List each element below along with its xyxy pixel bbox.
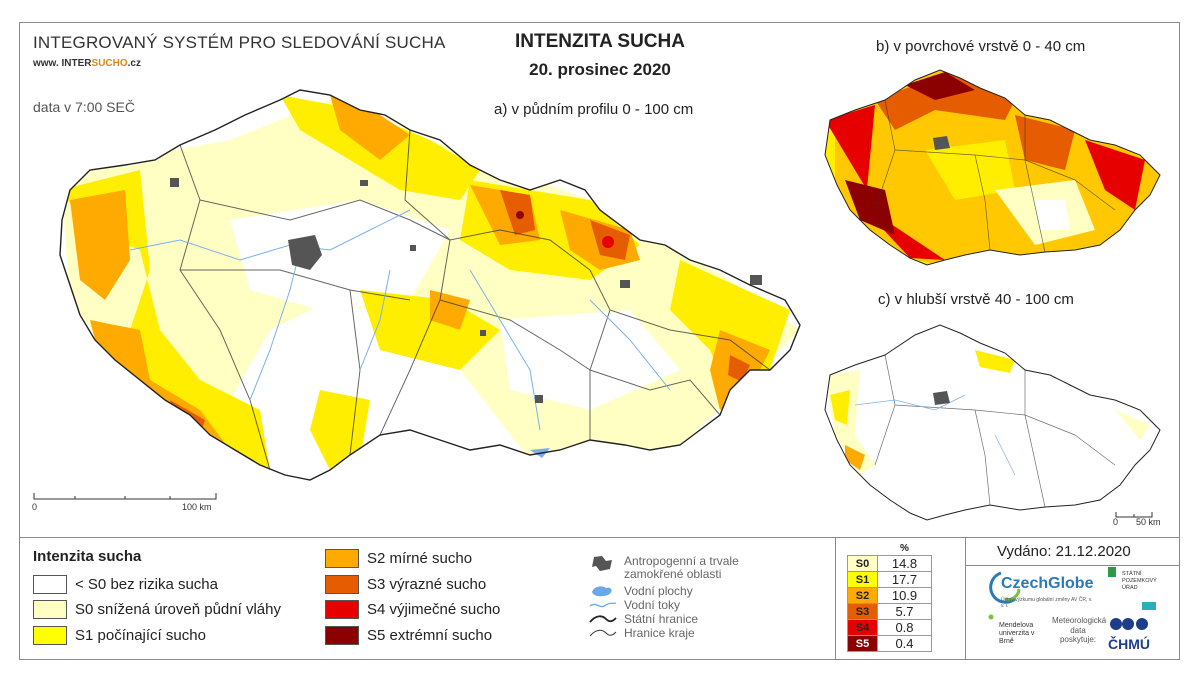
legend-symbol-label: Antropogenní a trvale zamokřené oblasti — [624, 554, 739, 581]
system-title: INTEGROVANÝ SYSTÉM PRO SLEDOVÁNÍ SUCHA — [33, 33, 446, 52]
divider — [835, 537, 836, 660]
legend-label: S1 počínající sucho — [75, 627, 206, 644]
map-b-surface-layer — [824, 69, 1161, 266]
legend-item-s0: S0 snížená úroveň půdní vláhy — [33, 600, 281, 619]
mendelu-text: Mendelova univerzita v Brně — [999, 622, 1035, 645]
legend-symbol-label: Hranice kraje — [624, 626, 695, 640]
url-highlight: SUCHO — [91, 58, 128, 69]
divider — [965, 537, 966, 660]
table-row: S3 5.7 — [847, 603, 932, 620]
table-class: S3 — [847, 603, 878, 620]
legend-panel — [19, 537, 1180, 660]
chmu-mark-icon — [1110, 618, 1148, 630]
table-class: S0 — [847, 555, 878, 572]
czechglobe-subtext: Ústav výzkumu globální změny AV ČR, v. v… — [1001, 597, 1093, 609]
page-date: 20. prosinec 2020 — [529, 60, 671, 79]
legend-item-s2: S2 mírné sucho — [325, 549, 472, 568]
website-link[interactable]: www. INTERSUCHO.cz — [33, 58, 141, 69]
river-icon — [589, 602, 617, 608]
legend-item-s5: S5 extrémní sucho — [325, 626, 492, 645]
czechglobe-text: CzechGlobe — [1001, 575, 1094, 592]
legend-symbol-label: Vodní plochy — [624, 584, 693, 598]
legend-swatch — [33, 626, 67, 645]
legend-swatch — [325, 575, 359, 594]
url-suffix: .cz — [127, 58, 141, 69]
table-row: S4 0.8 — [847, 619, 932, 636]
table-value: 0.8 — [877, 619, 932, 636]
table-value: 10.9 — [877, 587, 932, 604]
legend-swatch — [325, 626, 359, 645]
legend-title: Intenzita sucha — [33, 548, 142, 565]
legend-swatch — [33, 600, 67, 619]
legend-item-none: < S0 bez rizika sucha — [33, 575, 218, 594]
map-a-label: a) v půdním profilu 0 - 100 cm — [494, 101, 694, 118]
map-c-deeper-layer — [824, 324, 1161, 521]
water-body-icon — [592, 586, 612, 597]
legend-symbol-state-border: Státní hranice — [588, 612, 698, 626]
legend-item-s3: S3 výrazné sucho — [325, 575, 486, 594]
spu-mark-icon — [1108, 567, 1116, 577]
legend-label: S0 snížená úroveň půdní vláhy — [75, 601, 281, 618]
legend-label: S4 výjimečné sucho — [367, 601, 501, 618]
legend-item-s4: S4 výjimečné sucho — [325, 600, 500, 619]
divider — [965, 565, 1180, 566]
spu-teal-mark-icon — [1142, 602, 1156, 610]
legend-item-s1: S1 počínající sucho — [33, 626, 206, 645]
table-class: S5 — [847, 635, 878, 652]
legend-swatch — [325, 600, 359, 619]
map-a-soil-profile — [59, 89, 801, 481]
legend-label: S2 mírné sucho — [367, 550, 473, 567]
table-value: 14.8 — [877, 555, 932, 572]
scale-bar-small: 0 50 km — [1112, 507, 1170, 529]
region-border-icon — [589, 629, 617, 637]
spu-text: STÁTNÍ POZEMKOVÝ ÚŘAD — [1122, 571, 1157, 591]
legend-symbol-water: Vodní plochy — [588, 584, 693, 598]
legend-symbol-river: Vodní toky — [588, 598, 680, 612]
scale-small-end: 50 km — [1136, 517, 1161, 527]
map-b-label: b) v povrchové vrstvě 0 - 40 cm — [876, 38, 1086, 55]
chmu-logo: ČHMÚ — [1106, 614, 1166, 654]
urban-area-icon — [592, 556, 612, 571]
legend-label: S5 extrémní sucho — [367, 627, 493, 644]
legend-symbol-region-border: Hranice kraje — [588, 626, 695, 640]
table-class: S4 — [847, 619, 878, 636]
page-title: INTENZITA SUCHA — [515, 31, 685, 52]
table-unit-header: % — [900, 542, 909, 554]
map-c-label: c) v hlubší vrstvě 40 - 100 cm — [878, 291, 1074, 308]
table-row: S2 10.9 — [847, 587, 932, 604]
legend-swatch — [325, 549, 359, 568]
legend-label: S3 výrazné sucho — [367, 576, 487, 593]
drought-share-table: % S0 14.8 S1 17.7 S2 10.9 S3 5.7 S4 0.8 S5 0.4 — [847, 541, 932, 652]
table-value: 17.7 — [877, 571, 932, 588]
issued-date: Vydáno: 21.12.2020 — [997, 543, 1131, 560]
spu-logo: STÁTNÍ POZEMKOVÝ ÚŘAD — [1108, 567, 1168, 612]
table-value: 0.4 — [877, 635, 932, 652]
globe-arc-icon — [989, 571, 1021, 604]
scale-bar-main: 0 100 km — [30, 490, 220, 515]
table-row: S5 0.4 — [847, 635, 932, 652]
legend-symbol-label: Státní hranice — [624, 612, 699, 626]
czechglobe-logo: CzechGlobe Ústav výzkumu globální změny … — [985, 569, 1095, 609]
legend-label: < S0 bez rizika sucha — [75, 576, 218, 593]
state-border-icon — [589, 615, 617, 623]
legend-symbol-urban: Antropogenní a trvale zamokřené oblasti — [588, 555, 798, 581]
table-class: S1 — [847, 571, 878, 588]
map-frame — [19, 22, 1180, 660]
scale-main-end: 100 km — [182, 502, 212, 512]
table-value: 5.7 — [877, 603, 932, 620]
table-class: S2 — [847, 587, 878, 604]
data-time: data v 7:00 SEČ — [33, 99, 135, 115]
url-prefix: www. INTER — [33, 58, 92, 69]
table-row: S1 17.7 — [847, 571, 932, 588]
legend-swatch — [33, 575, 67, 594]
chmu-text: ČHMÚ — [1108, 636, 1150, 652]
table-row: S0 14.8 — [847, 555, 932, 572]
mendelu-dots-icon — [988, 614, 994, 620]
meteo-note: Meteorologická data poskytuje: — [1052, 616, 1107, 644]
mendelu-logo: Mendelova univerzita v Brně — [985, 612, 1047, 657]
legend-symbol-label: Vodní toky — [624, 598, 681, 612]
scale-small-start: 0 — [1113, 517, 1119, 527]
scale-main-start: 0 — [32, 502, 38, 512]
